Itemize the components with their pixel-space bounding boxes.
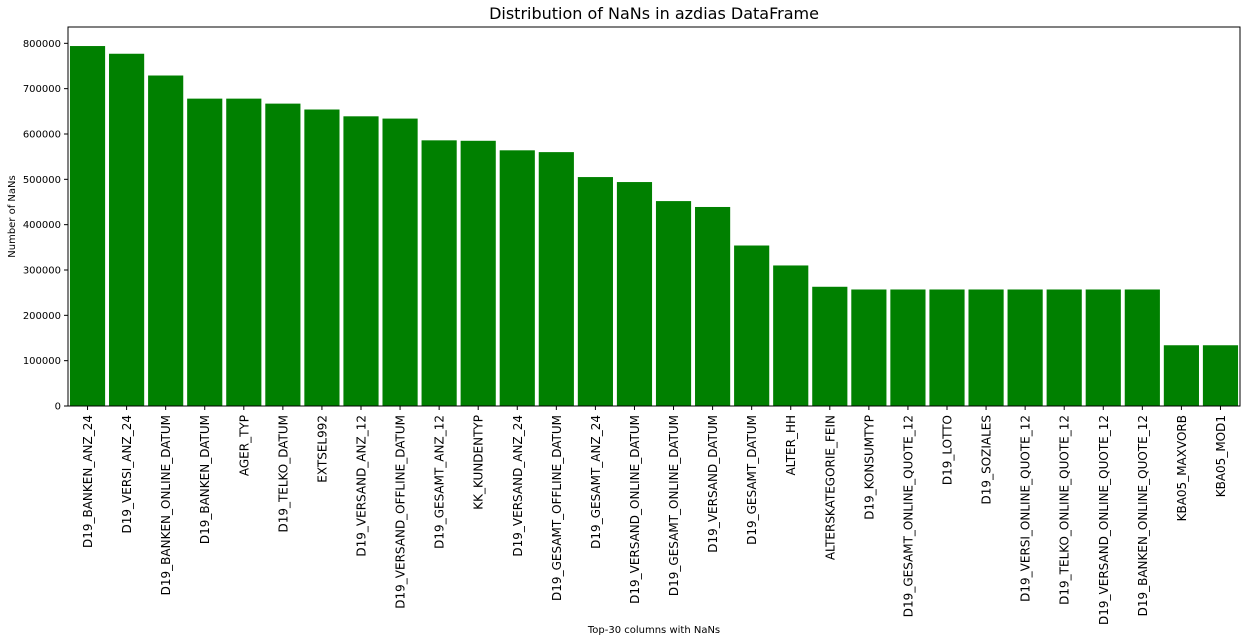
x-tick-label: D19_GESAMT_ANZ_12 — [433, 415, 447, 549]
x-tick-label: D19_TELKO_ONLINE_QUOTE_12 — [1058, 415, 1072, 605]
y-tick-label: 500000 — [23, 175, 61, 186]
x-tick-label: D19_GESAMT_ONLINE_DATUM — [667, 415, 681, 596]
bar-d19-soziales — [968, 289, 1004, 406]
bar-d19-gesamt-anz-24 — [577, 177, 613, 406]
y-tick-label: 0 — [55, 402, 61, 413]
bar-d19-versand-online-datum — [616, 182, 653, 406]
bar-d19-gesamt-anz-12 — [421, 140, 457, 406]
bar-d19-versand-online-quote-12 — [1085, 289, 1121, 406]
y-axis-label: Number of NaNs — [7, 175, 18, 257]
y-tick-label: 700000 — [23, 84, 61, 95]
bar-d19-versi-anz-24 — [109, 53, 145, 406]
y-axis: 0 100000 200000 300000 400000 500000 600000 700… — [23, 39, 68, 413]
bars — [69, 46, 1239, 407]
bar-d19-versand-anz-12 — [343, 116, 379, 406]
bar-d19-konsumtyp — [851, 289, 887, 406]
bar-d19-banken-online-quote-12 — [1124, 289, 1160, 406]
y-tick-label: 100000 — [23, 356, 61, 367]
bar-alter-hh — [773, 265, 809, 406]
x-tick-label: D19_BANKEN_DATUM — [198, 415, 212, 544]
bar-d19-banken-online-datum — [148, 75, 184, 406]
y-tick-label: 400000 — [23, 220, 61, 231]
x-tick-label: D19_BANKEN_ANZ_24 — [81, 415, 95, 548]
bar-extsel992 — [304, 109, 340, 406]
bar-d19-versand-offline-datum — [382, 118, 418, 406]
bar-d19-gesamt-online-datum — [655, 201, 692, 406]
x-tick-label: D19_VERSAND_ANZ_24 — [511, 415, 525, 557]
bar-d19-telko-datum — [265, 103, 301, 407]
bar-d19-gesamt-offline-datum — [538, 152, 574, 406]
bar-d19-gesamt-datum — [734, 245, 770, 406]
x-tick-label: EXTSEL992 — [315, 415, 329, 483]
x-axis: D19_BANKEN_ANZ_24 D19_VERSI_ANZ_24 D19_BAN… — [81, 406, 1228, 625]
bar-d19-lotto — [929, 289, 965, 406]
x-tick-label: D19_GESAMT_ANZ_24 — [589, 415, 603, 549]
x-tick-label: ALTER_HH — [784, 415, 798, 476]
x-tick-label: AGER_TYP — [237, 415, 251, 476]
x-tick-label: ALTERSKATEGORIE_FEIN — [823, 415, 837, 560]
x-tick-label: D19_VERSI_ANZ_24 — [120, 415, 134, 533]
bar-alterskategorie-fein — [812, 286, 848, 406]
bar-d19-versi-online-quote-12 — [1007, 289, 1043, 406]
x-tick-label: D19_BANKEN_ONLINE_DATUM — [159, 415, 173, 595]
x-tick-label: D19_VERSAND_ANZ_12 — [355, 415, 369, 557]
y-tick-label: 200000 — [23, 311, 61, 322]
bar-d19-versand-datum — [695, 206, 731, 406]
x-tick-label: D19_SOZIALES — [980, 415, 994, 504]
bar-d19-banken-datum — [187, 98, 223, 406]
bar-d19-banken-anz-24 — [69, 46, 106, 406]
y-tick-label: 300000 — [23, 265, 61, 276]
x-tick-label: D19_LOTTO — [941, 415, 955, 485]
plot-frame — [67, 26, 1241, 407]
x-tick-label: D19_BANKEN_ONLINE_QUOTE_12 — [1136, 415, 1150, 616]
bar-d19-gesamt-online-quote-12 — [890, 289, 926, 406]
bar-d19-versand-anz-24 — [499, 150, 535, 406]
y-tick-label: 600000 — [23, 129, 61, 140]
x-tick-label: D19_KONSUMTYP — [862, 415, 876, 520]
x-tick-label: D19_GESAMT_DATUM — [745, 415, 759, 545]
x-tick-label: D19_GESAMT_ONLINE_QUOTE_12 — [901, 415, 915, 617]
x-tick-label: D19_VERSAND_OFFLINE_DATUM — [394, 415, 408, 609]
x-tick-label: D19_VERSI_ONLINE_QUOTE_12 — [1019, 415, 1033, 602]
x-tick-label: D19_GESAMT_OFFLINE_DATUM — [550, 415, 564, 601]
x-tick-label: D19_VERSAND_DATUM — [706, 415, 720, 553]
bar-kba05-maxvorb — [1163, 345, 1199, 406]
x-tick-label: D19_VERSAND_ONLINE_QUOTE_12 — [1097, 415, 1111, 625]
bar-ager-typ — [226, 98, 262, 406]
x-tick-label: KBA05_MAXVORB — [1175, 415, 1189, 521]
bar-kk-kundentyp — [460, 140, 496, 407]
x-tick-label: KBA05_MOD1 — [1214, 415, 1228, 497]
x-tick-label: D19_VERSAND_ONLINE_DATUM — [628, 415, 642, 604]
x-tick-label: KK_KUNDENTYP — [472, 415, 486, 510]
x-axis-label: Top-30 columns with NaNs — [587, 625, 720, 636]
x-tick-label: D19_TELKO_DATUM — [276, 415, 290, 533]
bar-d19-telko-online-quote-12 — [1046, 289, 1082, 406]
y-tick-label: 800000 — [23, 39, 61, 50]
bar-kba05-mod1 — [1202, 345, 1239, 406]
chart-title: Distribution of NaNs in azdias DataFrame — [489, 4, 819, 23]
